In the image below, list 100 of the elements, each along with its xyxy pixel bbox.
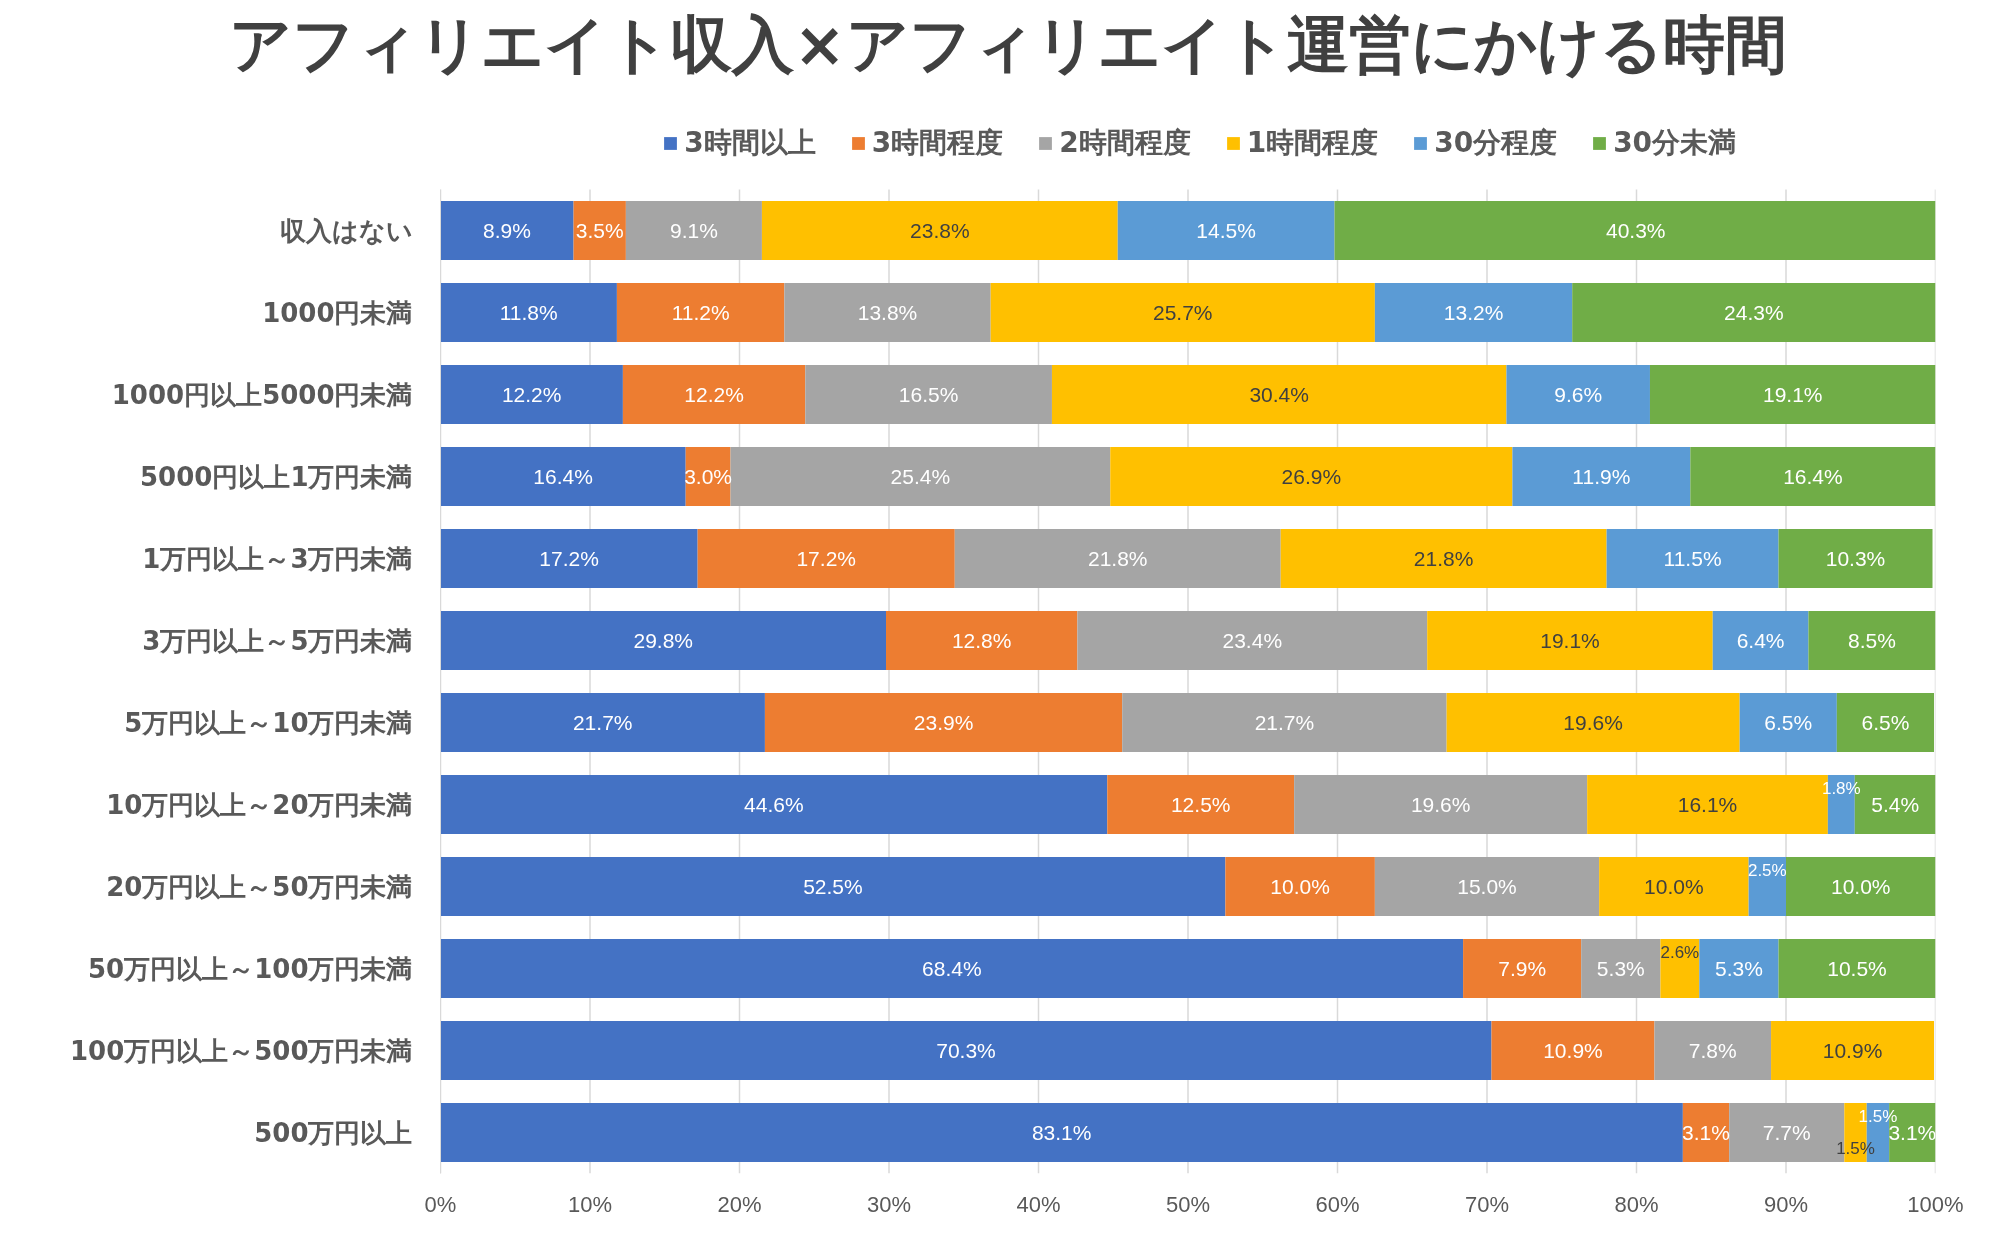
bar (440, 528, 698, 589)
data-label: 3.5% (575, 219, 624, 242)
x-tick-label: 50% (1165, 1191, 1211, 1217)
data-label: 10.3% (1825, 547, 1886, 570)
data-label: 70.3% (936, 1039, 996, 1062)
data-label: 10.0% (1830, 875, 1891, 898)
x-tick-label: 40% (1016, 1191, 1061, 1217)
data-label: 6.4% (1736, 629, 1785, 652)
data-label: 14.5% (1196, 219, 1256, 242)
bar (1599, 856, 1749, 917)
bar (1739, 692, 1837, 753)
data-label: 10.9% (1822, 1039, 1883, 1062)
bar (1374, 282, 1573, 343)
legend-label: 3時間以上 (684, 125, 816, 161)
y-tick-label: 20万円以上～50万円未満 (106, 871, 413, 902)
legend-label: 2時間程度 (1059, 125, 1191, 161)
y-tick-label: 1000円未満 (262, 297, 413, 328)
data-label: 23.4% (1222, 629, 1283, 652)
x-tick-label: 70% (1464, 1191, 1510, 1217)
bar (1808, 610, 1936, 671)
y-tick-label: 10万円以上～20万円未満 (106, 789, 413, 820)
data-label: 30.4% (1249, 383, 1309, 406)
data-label: 23.9% (913, 711, 974, 734)
data-label: 21.7% (572, 711, 633, 734)
bar (1771, 1020, 1935, 1081)
data-label: 68.4% (922, 957, 982, 980)
bar (440, 1102, 1683, 1163)
data-label: 40.3% (1605, 219, 1666, 242)
bar (1463, 938, 1582, 999)
data-label: 10.0% (1644, 875, 1704, 898)
bar (697, 528, 955, 589)
data-label: 5.4% (1871, 793, 1920, 816)
legend-label: 30分未満 (1613, 125, 1737, 161)
data-label: 5.3% (1596, 957, 1645, 980)
bar (1110, 446, 1513, 507)
bar (954, 528, 1281, 589)
x-tick-label: 0% (424, 1191, 457, 1217)
data-label: 2.6% (1660, 942, 1700, 962)
data-label: 12.2% (684, 383, 744, 406)
data-label: 83.1% (1031, 1121, 1092, 1144)
bar (1778, 938, 1936, 999)
bar (990, 282, 1375, 343)
data-label: 21.8% (1413, 547, 1474, 570)
data-label: 19.1% (1540, 629, 1600, 652)
bar (1778, 528, 1933, 589)
data-label: 12.2% (501, 383, 562, 406)
data-label: 16.1% (1677, 793, 1738, 816)
bar (761, 200, 1118, 261)
bar (616, 282, 785, 343)
data-label: 13.2% (1443, 301, 1504, 324)
data-label: 25.4% (890, 465, 951, 488)
bar (730, 446, 1111, 507)
x-tick-label: 10% (567, 1191, 613, 1217)
bar (1690, 446, 1936, 507)
data-label: 16.5% (898, 383, 959, 406)
data-label: 8.5% (1848, 629, 1896, 652)
data-label: 44.6% (744, 793, 804, 816)
data-label: 19.6% (1563, 711, 1623, 734)
data-label: 7.9% (1498, 957, 1547, 980)
bar (440, 446, 686, 507)
x-tick-label: 100% (1907, 1191, 1964, 1217)
legend-label: 3時間程度 (871, 125, 1004, 161)
bar (622, 364, 806, 425)
bar (1712, 610, 1809, 671)
y-tick-label: 500万円以上 (254, 1117, 413, 1148)
bar (440, 1020, 1492, 1081)
data-label: 16.4% (1783, 465, 1843, 488)
x-tick-label: 30% (866, 1191, 912, 1217)
bar (1107, 774, 1295, 835)
data-label: 6.5% (1764, 711, 1813, 734)
data-label: 24.3% (1724, 301, 1784, 324)
legend-label: 30分程度 (1434, 125, 1558, 161)
bar (440, 692, 765, 753)
legend-label: 1時間程度 (1246, 125, 1379, 161)
bar (440, 282, 617, 343)
data-label: 11.9% (1572, 465, 1631, 488)
data-label: 7.8% (1688, 1039, 1737, 1062)
bar (440, 200, 574, 261)
data-label: 13.8% (857, 301, 918, 324)
bar (1374, 856, 1600, 917)
bar (1122, 692, 1447, 753)
data-label: 15.0% (1457, 875, 1517, 898)
data-label: 12.8% (951, 629, 1012, 652)
data-label: 25.7% (1153, 301, 1213, 324)
bar (440, 610, 887, 671)
y-tick-label: 5000円以上1万円未満 (140, 461, 413, 492)
x-tick-label: 60% (1315, 1191, 1360, 1217)
bar (784, 282, 991, 343)
bar (440, 774, 1108, 835)
data-label: 5.3% (1714, 957, 1763, 980)
bar (1280, 528, 1607, 589)
bar (1786, 856, 1936, 917)
data-label: 10.9% (1543, 1039, 1603, 1062)
data-label: 2.5% (1747, 860, 1787, 880)
data-label: 52.5% (803, 875, 863, 898)
data-label: 16.4% (533, 465, 593, 488)
data-label: 8.9% (483, 219, 531, 242)
data-label: 3.0% (684, 465, 733, 488)
bar (1446, 692, 1740, 753)
bar (1512, 446, 1691, 507)
